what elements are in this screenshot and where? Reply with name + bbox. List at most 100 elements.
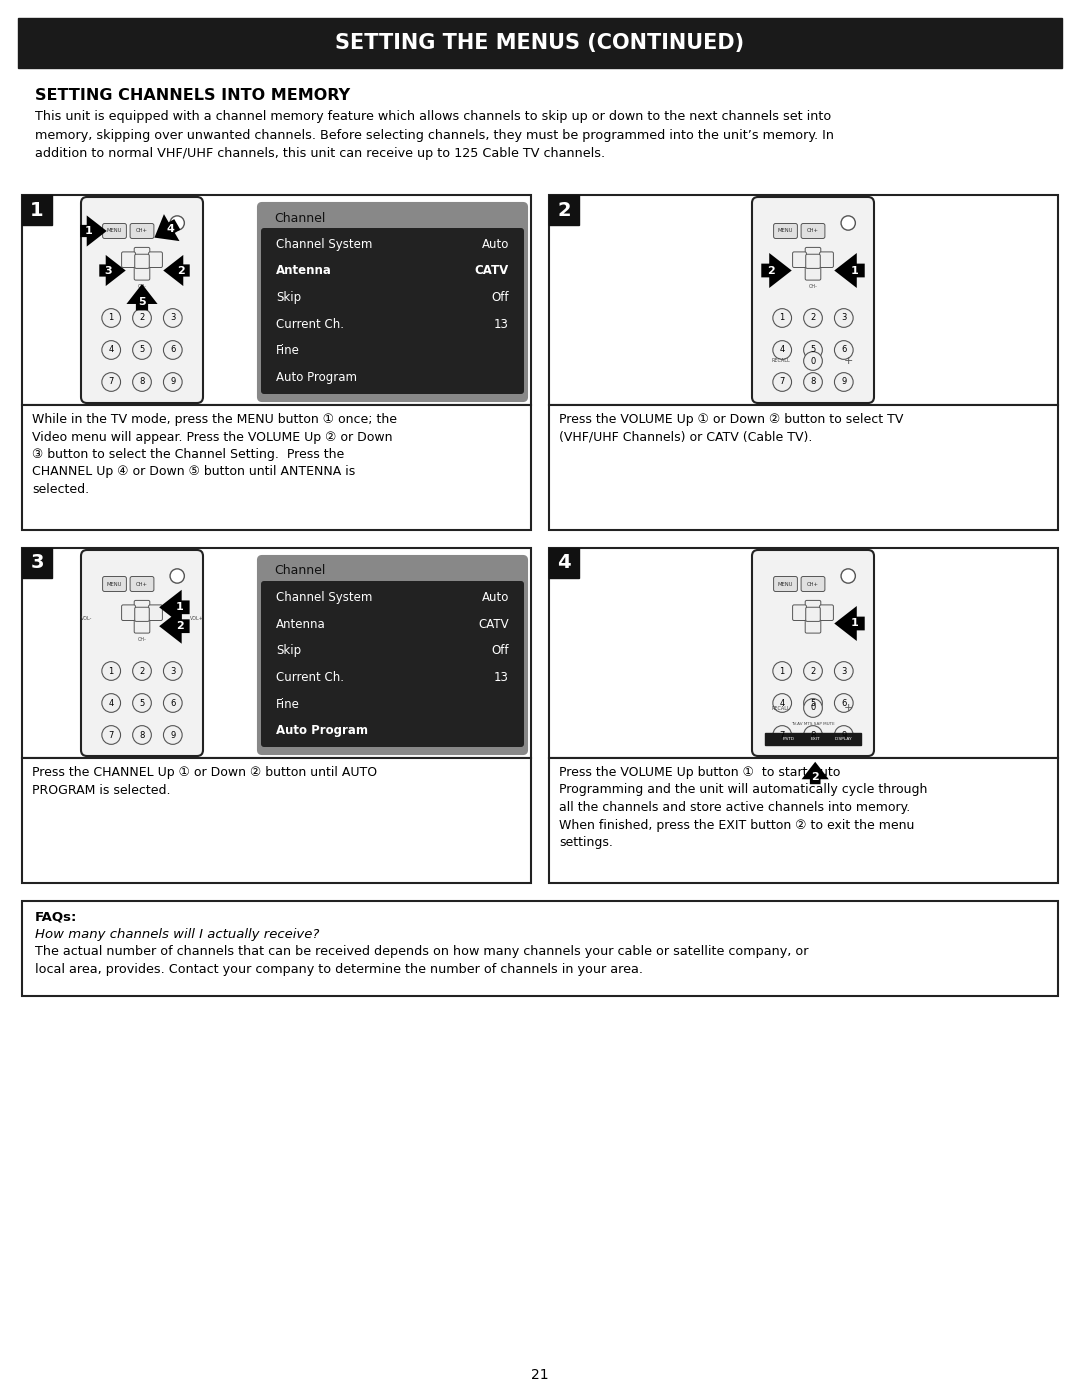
- Text: Channel: Channel: [274, 564, 325, 577]
- Bar: [549, 548, 1058, 759]
- Circle shape: [804, 341, 822, 359]
- Text: Fine: Fine: [276, 697, 300, 711]
- Text: 1: 1: [109, 666, 113, 676]
- Bar: [18, 18, 1062, 68]
- Text: 1: 1: [851, 619, 859, 629]
- Circle shape: [835, 725, 853, 745]
- Circle shape: [170, 217, 185, 231]
- Text: 2: 2: [176, 622, 184, 631]
- Text: DISPLAY: DISPLAY: [835, 738, 852, 740]
- FancyBboxPatch shape: [122, 605, 135, 620]
- Text: 5: 5: [139, 345, 145, 355]
- FancyBboxPatch shape: [801, 577, 825, 591]
- Circle shape: [841, 217, 855, 231]
- Text: 2: 2: [810, 313, 815, 323]
- Circle shape: [804, 352, 822, 370]
- Text: P.STD: P.STD: [783, 738, 795, 740]
- Bar: [22, 901, 1058, 996]
- Text: 2: 2: [139, 313, 145, 323]
- Text: Auto: Auto: [482, 237, 509, 251]
- Text: CH-: CH-: [137, 284, 147, 289]
- Text: SETTING CHANNELS INTO MEMORY: SETTING CHANNELS INTO MEMORY: [35, 88, 350, 103]
- Text: 3: 3: [841, 666, 847, 676]
- Text: 13: 13: [495, 319, 509, 331]
- FancyBboxPatch shape: [134, 247, 150, 261]
- Circle shape: [102, 373, 121, 391]
- Bar: [549, 548, 579, 578]
- Bar: [22, 759, 531, 883]
- Bar: [765, 733, 862, 745]
- Circle shape: [773, 662, 792, 680]
- Circle shape: [133, 373, 151, 391]
- Text: Press the VOLUME Up button ①  to start Auto
Programming and the unit will automa: Press the VOLUME Up button ① to start Au…: [559, 766, 928, 849]
- Text: 2: 2: [811, 773, 819, 782]
- FancyBboxPatch shape: [135, 254, 149, 268]
- Text: 13: 13: [495, 671, 509, 685]
- FancyBboxPatch shape: [122, 251, 135, 267]
- Text: CH+: CH+: [136, 581, 148, 587]
- FancyBboxPatch shape: [149, 605, 162, 620]
- FancyBboxPatch shape: [793, 251, 807, 267]
- Text: 4: 4: [109, 345, 113, 355]
- FancyBboxPatch shape: [806, 267, 821, 281]
- Text: VOL+: VOL+: [190, 616, 204, 620]
- Text: 5: 5: [810, 698, 815, 707]
- Text: CH+: CH+: [136, 229, 148, 233]
- Circle shape: [804, 698, 822, 717]
- Text: Off: Off: [491, 291, 509, 305]
- Circle shape: [773, 341, 792, 359]
- FancyBboxPatch shape: [820, 251, 834, 267]
- FancyBboxPatch shape: [103, 577, 126, 591]
- Text: FAQs:: FAQs:: [35, 911, 78, 923]
- Bar: [549, 405, 1058, 529]
- Circle shape: [804, 309, 822, 327]
- Bar: [549, 196, 1058, 405]
- Text: 1: 1: [30, 201, 44, 219]
- Text: RECALL: RECALL: [771, 359, 789, 363]
- Text: 7: 7: [780, 377, 785, 387]
- Text: Skip: Skip: [276, 644, 301, 657]
- Circle shape: [163, 341, 183, 359]
- Text: 9: 9: [171, 377, 175, 387]
- FancyBboxPatch shape: [806, 608, 821, 622]
- Text: +: +: [843, 703, 853, 712]
- Text: 7: 7: [108, 731, 113, 739]
- FancyBboxPatch shape: [752, 197, 874, 402]
- Text: CH+: CH+: [807, 229, 819, 233]
- Text: Antenna: Antenna: [276, 617, 326, 630]
- Text: 21: 21: [531, 1368, 549, 1382]
- Bar: [549, 759, 1058, 883]
- Circle shape: [133, 694, 151, 712]
- Text: 6: 6: [841, 345, 847, 355]
- Bar: [22, 196, 531, 405]
- FancyBboxPatch shape: [773, 577, 797, 591]
- FancyBboxPatch shape: [820, 605, 834, 620]
- Text: While in the TV mode, press the MENU button ① once; the
Video menu will appear. : While in the TV mode, press the MENU but…: [32, 414, 397, 496]
- Text: TV.AV MTS SAP MUTE: TV.AV MTS SAP MUTE: [792, 722, 835, 726]
- Text: 8: 8: [810, 731, 815, 739]
- Text: 2: 2: [557, 201, 571, 219]
- Text: MENU: MENU: [107, 229, 122, 233]
- Text: Auto Program: Auto Program: [276, 372, 357, 384]
- Text: 4: 4: [780, 345, 785, 355]
- Text: Current Ch.: Current Ch.: [276, 671, 345, 685]
- Circle shape: [102, 309, 121, 327]
- Text: Off: Off: [491, 644, 509, 657]
- Text: 1: 1: [176, 602, 184, 612]
- Bar: [22, 196, 52, 225]
- FancyBboxPatch shape: [801, 224, 825, 239]
- Text: 4: 4: [166, 224, 174, 233]
- Text: 3: 3: [171, 666, 175, 676]
- FancyBboxPatch shape: [130, 577, 154, 591]
- Circle shape: [102, 694, 121, 712]
- Text: Current Ch.: Current Ch.: [276, 319, 345, 331]
- Circle shape: [133, 309, 151, 327]
- Text: Channel: Channel: [274, 211, 325, 225]
- FancyBboxPatch shape: [149, 251, 162, 267]
- Circle shape: [835, 309, 853, 327]
- FancyBboxPatch shape: [134, 619, 150, 633]
- Text: CH-: CH-: [137, 637, 147, 643]
- FancyBboxPatch shape: [261, 581, 524, 747]
- Text: Press the VOLUME Up ① or Down ② button to select TV
(VHF/UHF Channels) or CATV (: Press the VOLUME Up ① or Down ② button t…: [559, 414, 903, 443]
- Text: CATV: CATV: [475, 264, 509, 278]
